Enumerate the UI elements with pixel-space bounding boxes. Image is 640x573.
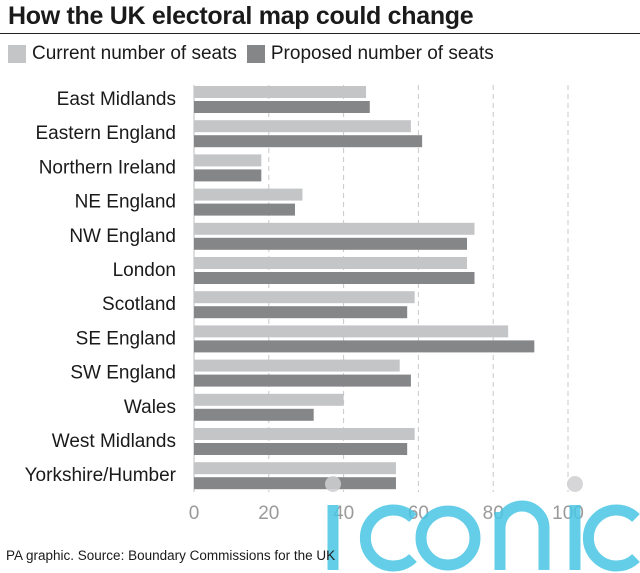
x-tick-label-100: 100 (552, 503, 584, 524)
legend-swatch-proposed (246, 45, 265, 63)
category-label-8: SW England (70, 363, 176, 384)
bar-current-10 (194, 428, 415, 440)
category-label-7: SE England (76, 328, 176, 349)
bar-proposed-2 (194, 169, 262, 182)
legend-item-current: Current number of seats (8, 43, 237, 65)
legend-label-proposed: Proposed number of seats (270, 43, 494, 64)
legend-label-current: Current number of seats (32, 43, 237, 64)
bar-proposed-3 (194, 203, 295, 216)
bar-proposed-8 (194, 374, 411, 387)
x-tick-label-40: 40 (333, 503, 354, 524)
x-tick-label-0: 0 (189, 503, 200, 524)
bar-proposed-5 (194, 272, 475, 284)
bar-proposed-10 (194, 443, 408, 455)
category-label-4: NW England (69, 226, 176, 247)
bar-current-8 (194, 359, 400, 372)
title-divider (0, 33, 640, 34)
category-label-10: West Midlands (52, 431, 176, 452)
category-label-5: London (113, 260, 176, 281)
bar-current-5 (194, 257, 468, 269)
bar-current-1 (194, 120, 411, 133)
bar-proposed-0 (194, 101, 370, 113)
x-tick-label-20: 20 (258, 503, 279, 524)
category-label-0: East Midlands (57, 89, 176, 110)
bar-current-0 (194, 86, 367, 98)
source-note: PA graphic. Source: Boundary Commissions… (6, 548, 336, 563)
bar-current-3 (194, 188, 303, 201)
bar-proposed-11 (194, 477, 396, 490)
bar-current-11 (194, 462, 396, 475)
bar-proposed-9 (194, 408, 314, 421)
category-label-11: Yorkshire/Humber (25, 465, 177, 486)
bar-proposed-6 (194, 306, 408, 319)
legend-item-proposed: Proposed number of seats (246, 43, 494, 65)
category-label-9: Wales (124, 397, 176, 418)
x-tick-label-60: 60 (408, 503, 429, 524)
bar-current-7 (194, 325, 509, 338)
bar-current-2 (194, 154, 262, 167)
bar-current-6 (194, 291, 415, 304)
bar-proposed-4 (194, 237, 468, 250)
legend-swatch-current (8, 45, 26, 63)
bar-proposed-7 (194, 340, 535, 353)
category-label-2: Northern Ireland (39, 157, 176, 178)
bar-current-9 (194, 393, 344, 406)
category-label-1: Eastern England (36, 123, 177, 144)
x-tick-label-80: 80 (483, 503, 504, 524)
bar-proposed-1 (194, 135, 423, 148)
category-label-6: Scotland (102, 294, 176, 315)
chart-title: How the UK electoral map could change (8, 2, 474, 30)
bar-current-4 (194, 222, 475, 235)
bar-chart: 0 20 40 60 80 100 East Midlands Eastern England… (25, 85, 584, 524)
chart-legend: Current number of seats Proposed number … (8, 41, 504, 67)
category-label-3: NE England (75, 192, 176, 213)
